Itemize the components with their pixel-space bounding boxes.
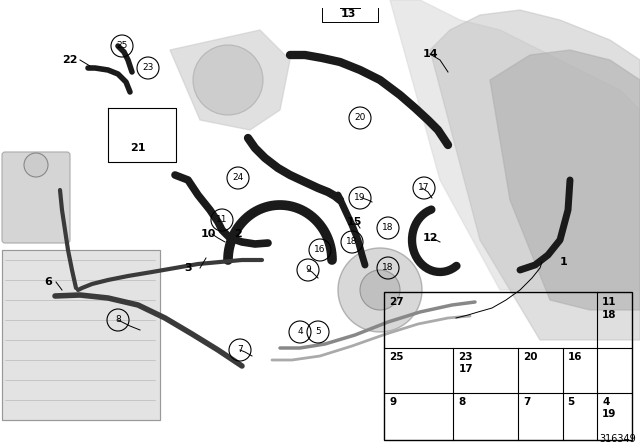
- Text: 18: 18: [382, 263, 394, 272]
- Text: 5: 5: [568, 396, 575, 407]
- Text: 11: 11: [216, 215, 228, 224]
- Text: 9: 9: [389, 396, 396, 407]
- Text: 20: 20: [355, 113, 365, 122]
- Text: 24: 24: [232, 173, 244, 182]
- Text: 18: 18: [382, 224, 394, 233]
- Text: 16: 16: [568, 352, 582, 362]
- Circle shape: [360, 270, 400, 310]
- Polygon shape: [2, 250, 160, 420]
- Text: 9: 9: [305, 266, 311, 275]
- Text: 25: 25: [389, 352, 403, 362]
- Polygon shape: [390, 0, 640, 290]
- Text: 3: 3: [184, 263, 192, 273]
- Circle shape: [24, 153, 48, 177]
- Bar: [2, 250, 160, 420]
- Text: 8: 8: [115, 315, 121, 324]
- Text: 27: 27: [389, 297, 404, 307]
- Text: 18: 18: [602, 310, 617, 320]
- Bar: [384, 292, 632, 440]
- Text: 17: 17: [458, 364, 473, 374]
- Text: 13: 13: [340, 9, 356, 19]
- Polygon shape: [490, 50, 640, 310]
- Text: 23: 23: [458, 352, 473, 362]
- Text: 19: 19: [602, 409, 617, 418]
- Text: 7: 7: [523, 396, 531, 407]
- Text: 15: 15: [346, 217, 362, 227]
- Text: 10: 10: [200, 229, 216, 239]
- Text: 16: 16: [314, 246, 326, 254]
- Text: 316349: 316349: [599, 434, 636, 444]
- Text: 22: 22: [62, 55, 77, 65]
- Text: 14: 14: [422, 49, 438, 59]
- Text: 4: 4: [602, 396, 610, 407]
- Text: 18: 18: [346, 237, 358, 246]
- FancyBboxPatch shape: [2, 152, 70, 243]
- Circle shape: [338, 248, 422, 332]
- Text: 6: 6: [44, 277, 52, 287]
- Text: 25: 25: [116, 42, 128, 51]
- Text: 4: 4: [297, 327, 303, 336]
- Text: 20: 20: [523, 352, 538, 362]
- Text: 19: 19: [355, 194, 365, 202]
- Text: 21: 21: [131, 143, 146, 153]
- Polygon shape: [430, 10, 640, 340]
- Circle shape: [193, 45, 263, 115]
- Text: 2: 2: [234, 229, 242, 239]
- Text: 5: 5: [315, 327, 321, 336]
- Text: 11: 11: [602, 297, 617, 307]
- Text: 1: 1: [560, 257, 568, 267]
- Text: 7: 7: [237, 345, 243, 354]
- Polygon shape: [170, 30, 290, 130]
- Text: 23: 23: [142, 64, 154, 73]
- Text: 8: 8: [458, 396, 466, 407]
- Text: 17: 17: [419, 184, 429, 193]
- Text: 12: 12: [422, 233, 438, 243]
